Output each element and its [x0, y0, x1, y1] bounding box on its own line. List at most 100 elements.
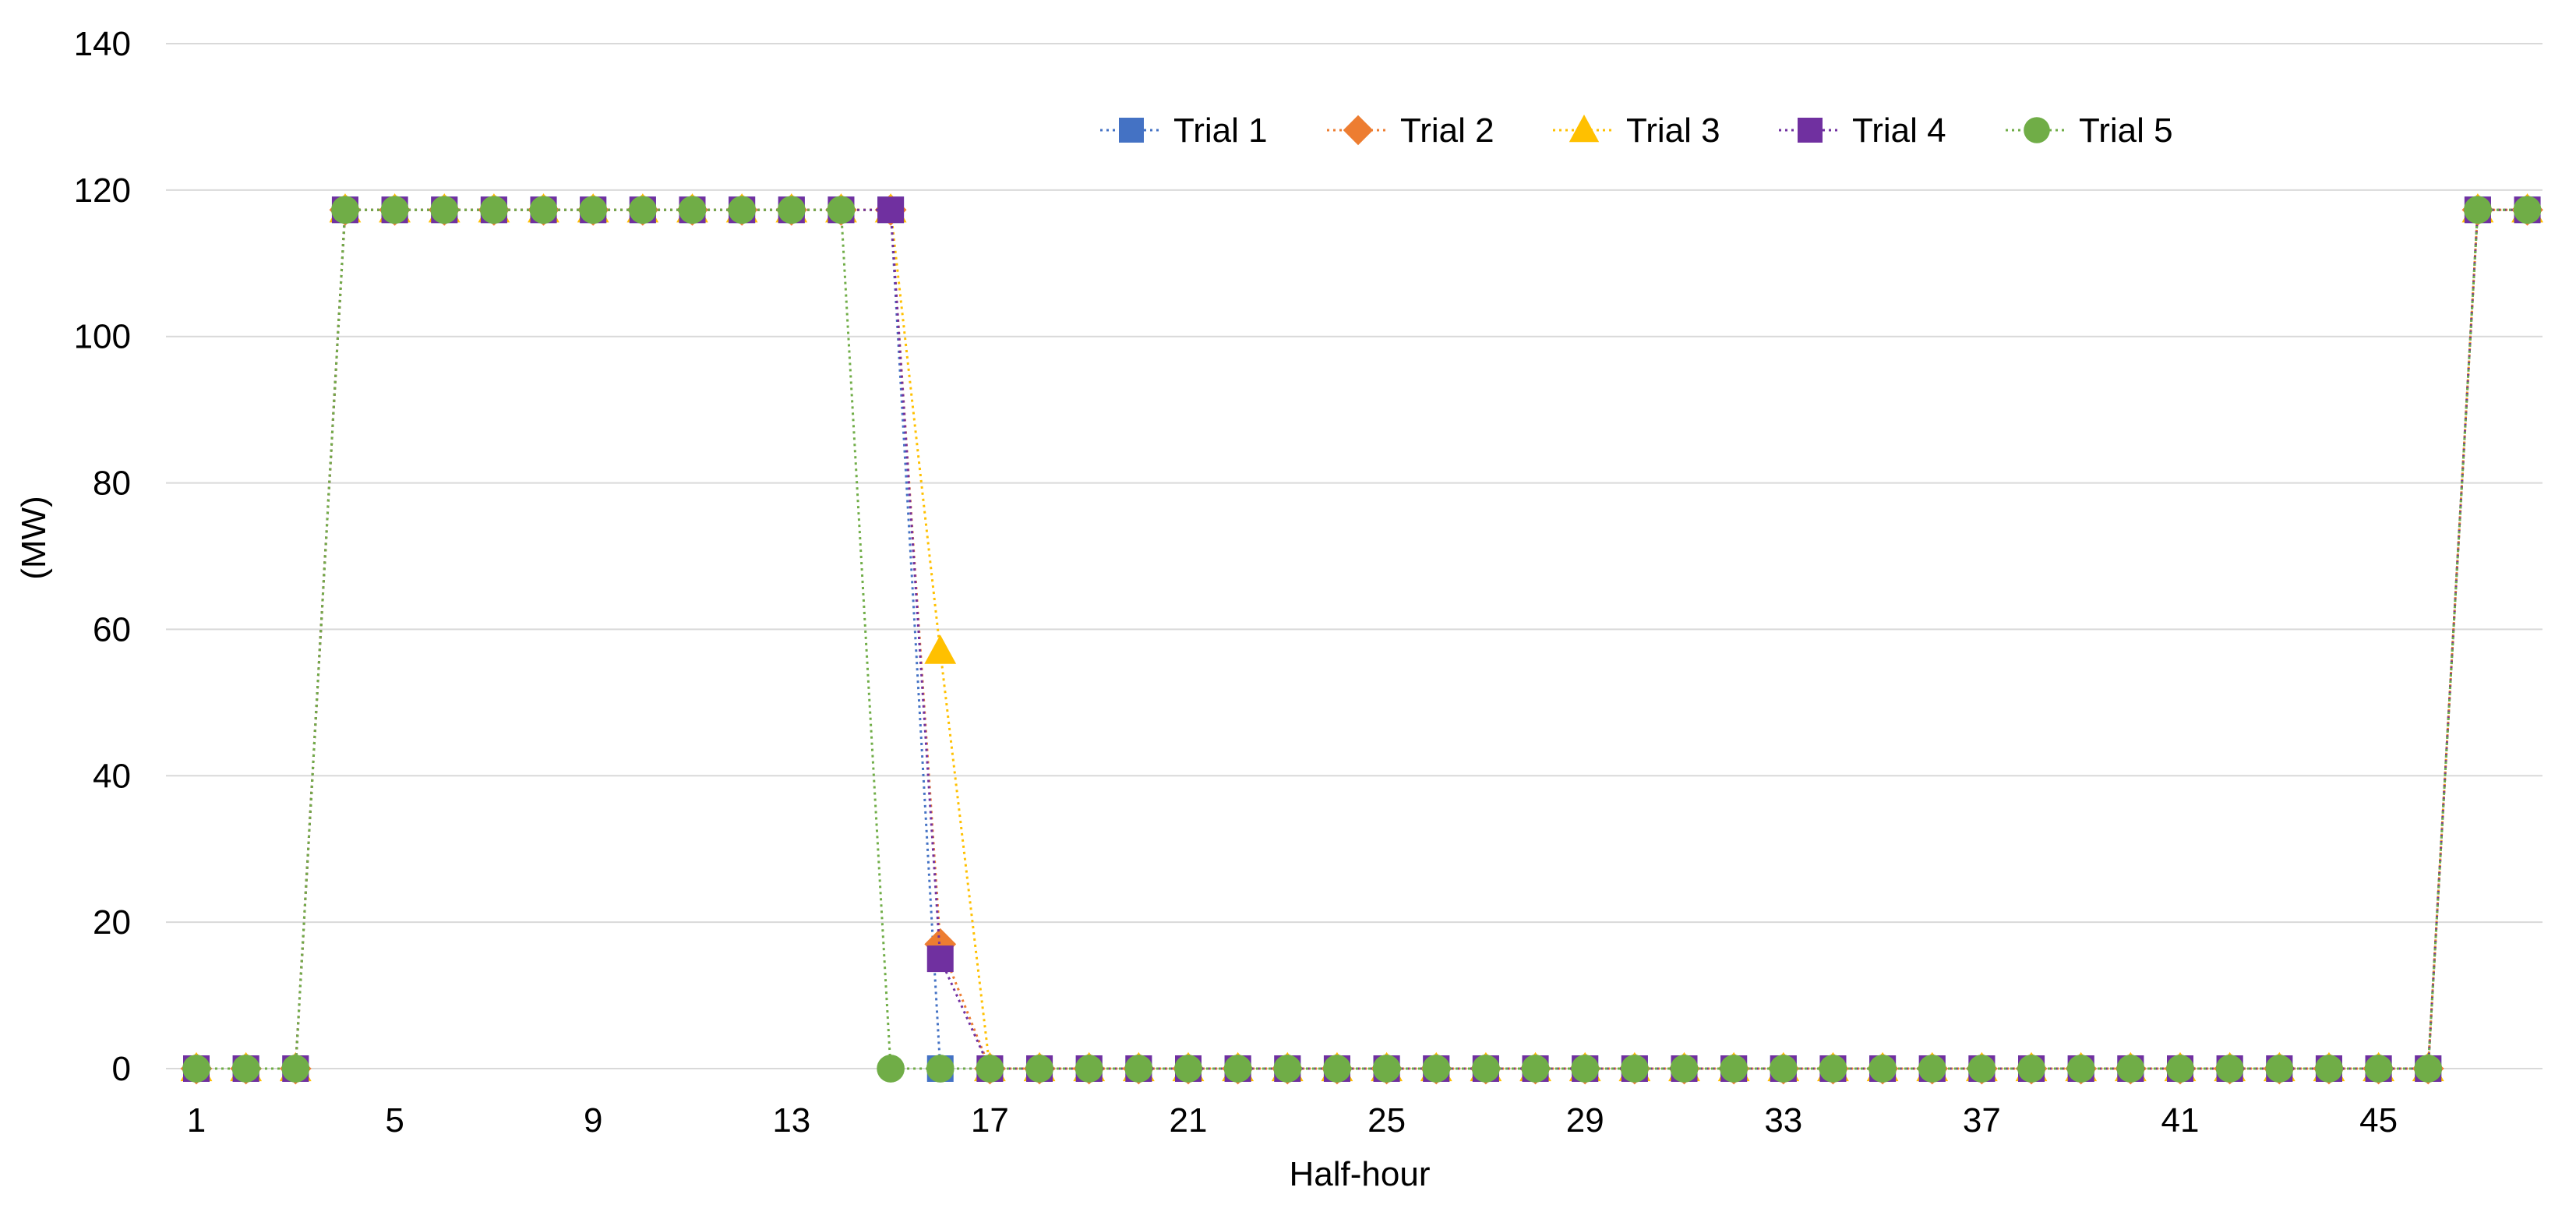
data-point [1323, 1055, 1351, 1083]
series-line [196, 208, 2528, 1070]
series-trial-3 [180, 193, 2543, 1082]
x-tick-label: 9 [584, 1101, 602, 1140]
data-point [2166, 1055, 2194, 1083]
data-point [926, 1055, 955, 1083]
legend: Trial 1 Trial 2 Trial 3 Trial 4 Trial 5 [1100, 111, 2173, 150]
data-point [231, 1055, 260, 1083]
y-tick-label: 80 [93, 465, 131, 503]
y-tick-label: 120 [74, 171, 131, 210]
data-point [2513, 196, 2542, 224]
x-tick-label: 41 [2161, 1101, 2200, 1140]
legend-marker [1119, 118, 1144, 143]
y-tick-label: 20 [93, 903, 131, 942]
data-point [2116, 1055, 2145, 1083]
x-tick-label: 45 [2359, 1101, 2398, 1140]
legend-marker [1569, 115, 1600, 143]
data-point [877, 1055, 905, 1083]
data-point [2364, 1055, 2393, 1083]
y-tick-label: 100 [74, 318, 131, 356]
legend-label: Trial 5 [2079, 111, 2173, 150]
series-trial-1 [183, 196, 2541, 1082]
legend-label: Trial 3 [1626, 111, 1720, 150]
data-point [1521, 1055, 1550, 1083]
legend-label: Trial 2 [1400, 111, 1494, 150]
y-axis-ticks: 0 20 40 60 80 100 120 140 [74, 25, 131, 1088]
x-axis-title: Half-hour [1290, 1155, 1431, 1193]
data-point [182, 1055, 210, 1083]
data-point [1372, 1055, 1401, 1083]
x-tick-label: 13 [772, 1101, 810, 1140]
data-point [529, 196, 558, 224]
data-point [629, 196, 657, 224]
legend-marker [1798, 118, 1823, 143]
series-line [196, 208, 2528, 1070]
x-tick-label: 17 [971, 1101, 1009, 1140]
data-point [1868, 1055, 1897, 1083]
data-point [924, 634, 957, 664]
data-point [2017, 1055, 2045, 1083]
x-tick-label: 5 [385, 1101, 404, 1140]
legend-marker [1343, 115, 1374, 146]
legend-item-trial-3: Trial 3 [1553, 111, 1720, 150]
x-tick-label: 1 [187, 1101, 206, 1140]
data-point [1571, 1055, 1600, 1083]
data-point [678, 196, 707, 224]
data-point [877, 196, 905, 224]
y-tick-label: 40 [93, 757, 131, 795]
data-point [827, 196, 856, 224]
data-point [380, 196, 409, 224]
data-point [1720, 1055, 1748, 1083]
data-point [1124, 1055, 1153, 1083]
series-trial-2 [180, 193, 2543, 1085]
data-point [281, 1055, 310, 1083]
series-line [196, 208, 2528, 1070]
data-point [1223, 1055, 1252, 1083]
series-trial-5 [182, 196, 2542, 1083]
data-point [1025, 1055, 1053, 1083]
data-point [1174, 1055, 1202, 1083]
series-line [196, 208, 2528, 1070]
data-point [1918, 1055, 1946, 1083]
legend-item-trial-1: Trial 1 [1100, 111, 1268, 150]
legend-item-trial-4: Trial 4 [1779, 111, 1946, 150]
legend-label: Trial 4 [1852, 111, 1946, 150]
y-tick-label: 140 [74, 25, 131, 63]
data-point [926, 945, 954, 973]
data-point [579, 196, 608, 224]
legend-item-trial-2: Trial 2 [1327, 111, 1494, 150]
data-point [2464, 196, 2492, 224]
legend-label: Trial 1 [1173, 111, 1268, 150]
y-tick-label: 0 [112, 1050, 131, 1088]
data-point [1472, 1055, 1500, 1083]
data-point [1075, 1055, 1103, 1083]
x-tick-label: 25 [1367, 1101, 1406, 1140]
legend-item-trial-5: Trial 5 [2006, 111, 2173, 150]
data-point [430, 196, 459, 224]
data-point [1273, 1055, 1302, 1083]
data-point [2215, 1055, 2244, 1083]
series-line [196, 208, 2528, 1070]
data-point [1769, 1055, 1798, 1083]
data-point [976, 1055, 1004, 1083]
x-tick-label: 21 [1170, 1101, 1208, 1140]
data-point [2265, 1055, 2294, 1083]
y-tick-label: 60 [93, 610, 131, 648]
x-tick-label: 33 [1764, 1101, 1802, 1140]
legend-marker [2024, 117, 2050, 143]
series-trial-4 [183, 196, 2541, 1082]
data-point [1621, 1055, 1649, 1083]
x-axis-ticks: 1 5 9 13 17 21 25 29 33 37 41 45 [187, 1101, 2398, 1140]
data-point [2066, 1055, 2095, 1083]
y-axis-title: (MW) [15, 496, 53, 580]
data-point [728, 196, 757, 224]
x-tick-label: 37 [1963, 1101, 2001, 1140]
data-point [1422, 1055, 1451, 1083]
data-point [480, 196, 508, 224]
data-point [777, 196, 806, 224]
data-point [1967, 1055, 1996, 1083]
data-point [331, 196, 359, 224]
data-point [2414, 1055, 2443, 1083]
gridlines [166, 43, 2542, 1069]
data-point [2315, 1055, 2343, 1083]
